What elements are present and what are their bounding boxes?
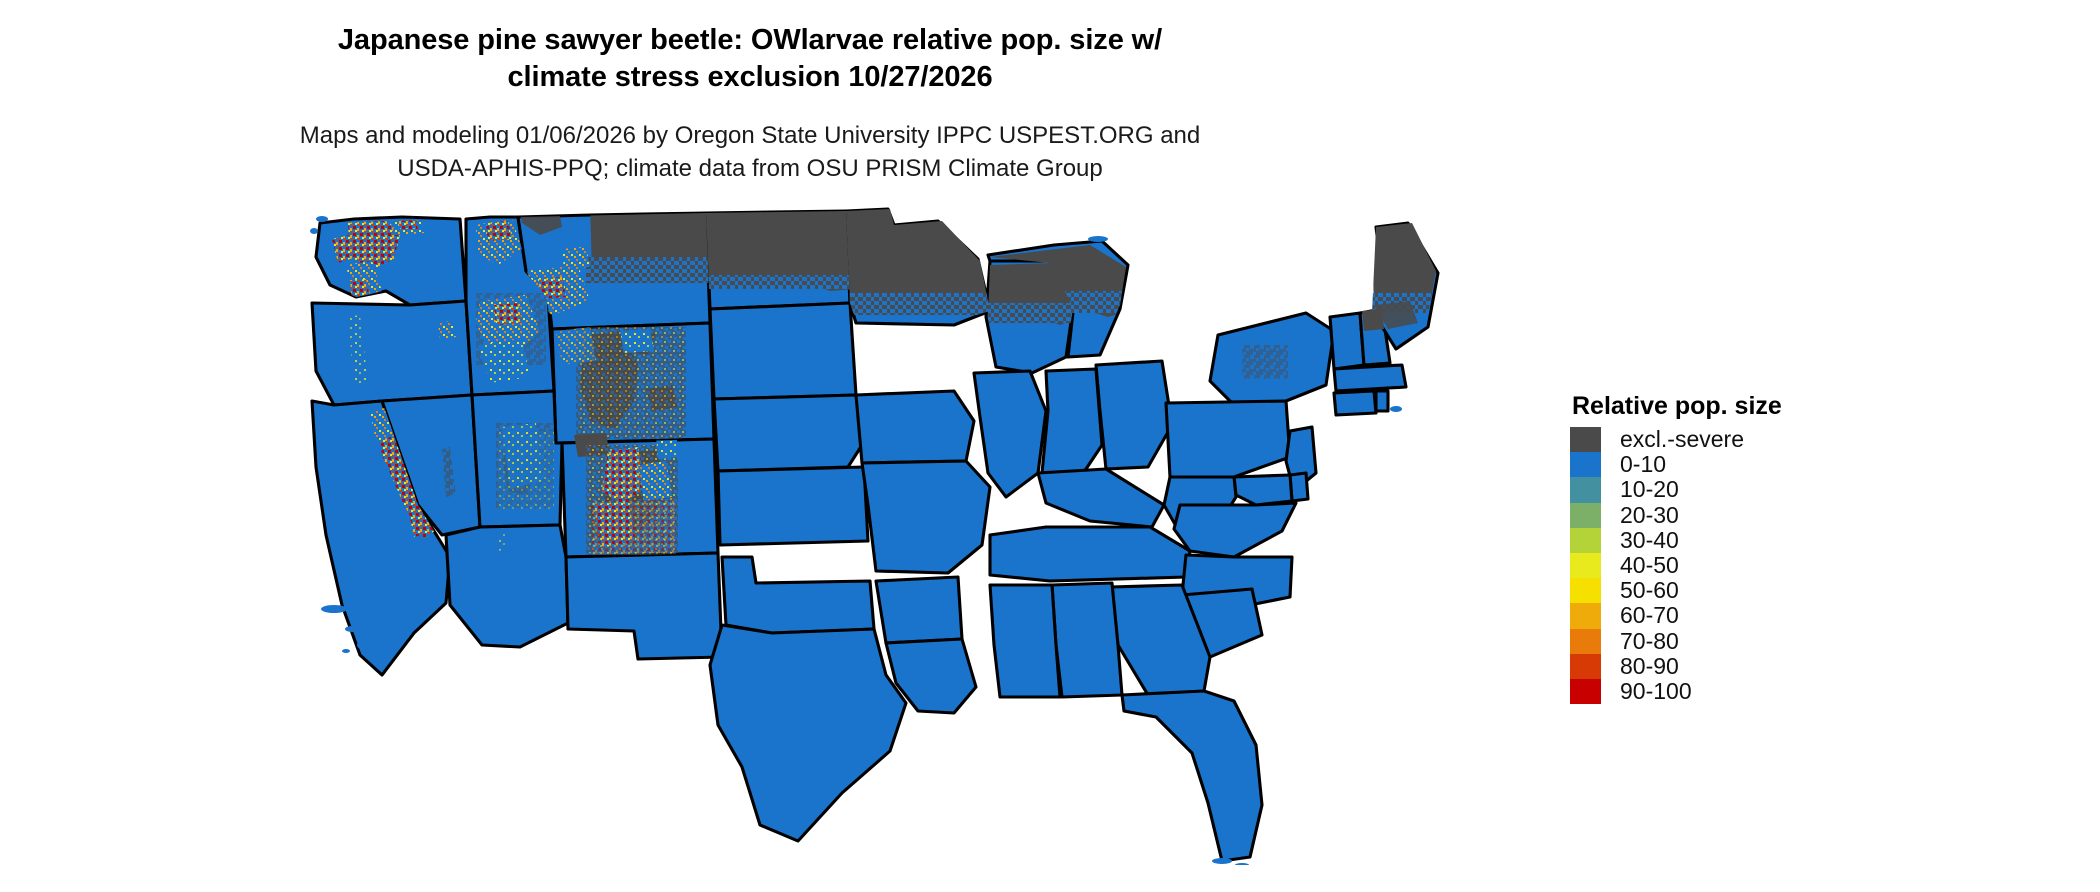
title-line-1: Japanese pine sawyer beetle: OWlarvae re…: [337, 24, 1163, 56]
legend-entry-label: 10-20: [1620, 476, 1679, 503]
legend-entry[interactable]: 0-10: [1570, 451, 1970, 478]
legend-entry-label: 50-60: [1620, 577, 1679, 604]
state-vt[interactable]: [1328, 311, 1366, 371]
legend-entry[interactable]: 40-50: [1570, 552, 1970, 579]
legend-title: Relative pop. size: [1572, 392, 1782, 420]
legend-entry[interactable]: excl.-severe: [1570, 426, 1970, 453]
coastal-islands: [310, 216, 1402, 865]
state-mo[interactable]: [860, 459, 992, 575]
state-ne[interactable]: [712, 393, 864, 473]
state-ky[interactable]: [1036, 467, 1166, 529]
legend-color-swatch: [1570, 502, 1601, 528]
subtitle-line-2: USDA-APHIS-PPQ; climate data from OSU PR…: [397, 154, 1103, 182]
state-al[interactable]: [1050, 581, 1124, 699]
state-in[interactable]: [1040, 367, 1104, 483]
legend-entry[interactable]: 10-20: [1570, 476, 1970, 503]
state-ks[interactable]: [716, 465, 870, 547]
subtitle-line-1: Maps and modeling 01/06/2026 by Oregon S…: [299, 122, 1201, 149]
high-value-speckle-layer: [332, 219, 680, 551]
state-or[interactable]: [310, 299, 474, 407]
state-ct[interactable]: [1332, 389, 1378, 417]
title-line-2: climate stress exclusion 10/27/2026: [507, 61, 993, 94]
legend-entry[interactable]: 30-40: [1570, 526, 1970, 553]
legend-entry[interactable]: 80-90: [1570, 652, 1970, 679]
legend-color-swatch: [1570, 427, 1601, 453]
legend-color-swatch: [1570, 603, 1601, 629]
legend-color-swatch: [1570, 452, 1601, 478]
state-nm[interactable]: [564, 551, 724, 661]
legend-entry-label: 20-30: [1620, 501, 1679, 528]
legend-entry-label: 70-80: [1620, 627, 1679, 654]
legend-entry[interactable]: 90-100: [1570, 677, 1970, 705]
legend-color-swatch: [1570, 552, 1601, 579]
legend-color-swatch: [1570, 578, 1601, 604]
legend-color-swatch: [1570, 628, 1601, 654]
legend-entry[interactable]: 50-60: [1570, 577, 1970, 604]
legend-entry-label: 90-100: [1620, 677, 1692, 704]
legend-entry-label: 30-40: [1620, 526, 1679, 553]
state-md[interactable]: [1232, 473, 1294, 507]
state-fl[interactable]: [1120, 689, 1264, 863]
legend-color-swatch: [1570, 678, 1601, 705]
us-choropleth-map[interactable]: [290, 205, 1550, 865]
state-tn[interactable]: [988, 525, 1192, 583]
state-il[interactable]: [972, 369, 1048, 499]
state-ms[interactable]: [988, 583, 1062, 699]
state-va[interactable]: [1172, 501, 1298, 559]
state-la[interactable]: [884, 637, 978, 715]
legend-color-swatch: [1570, 653, 1601, 679]
map-legend: Relative pop. size excl.-severe 0-10 10-20…: [1570, 392, 1970, 705]
legend-entry-list: excl.-severe 0-10 10-20 20-30 30-40 40-50 50-6…: [1570, 426, 1970, 705]
state-tx[interactable]: [708, 623, 908, 843]
page-title: Japanese pine sawyer beetle: OWlarvae re…: [0, 22, 1500, 96]
legend-entry[interactable]: 70-80: [1570, 627, 1970, 654]
map-svg[interactable]: [290, 205, 1550, 865]
legend-entry-label: 60-70: [1620, 602, 1679, 629]
legend-entry[interactable]: 20-30: [1570, 501, 1970, 528]
legend-entry-label: 80-90: [1620, 652, 1679, 679]
state-ri[interactable]: [1374, 389, 1390, 413]
legend-entry[interactable]: 60-70: [1570, 602, 1970, 629]
page-subtitle: Maps and modeling 01/06/2026 by Oregon S…: [0, 120, 1500, 186]
state-ia[interactable]: [854, 389, 976, 465]
state-ok[interactable]: [720, 555, 876, 635]
legend-entry-label: 40-50: [1620, 552, 1679, 579]
legend-color-swatch: [1570, 477, 1601, 503]
state-oh[interactable]: [1094, 359, 1174, 471]
state-ma[interactable]: [1332, 363, 1408, 393]
state-ar[interactable]: [874, 575, 964, 645]
state-sd[interactable]: [708, 301, 858, 401]
legend-entry-label: 0-10: [1620, 451, 1667, 478]
state-pa[interactable]: [1164, 399, 1292, 479]
legend-color-swatch: [1570, 527, 1601, 553]
legend-entry-label: excl.-severe: [1620, 426, 1744, 453]
